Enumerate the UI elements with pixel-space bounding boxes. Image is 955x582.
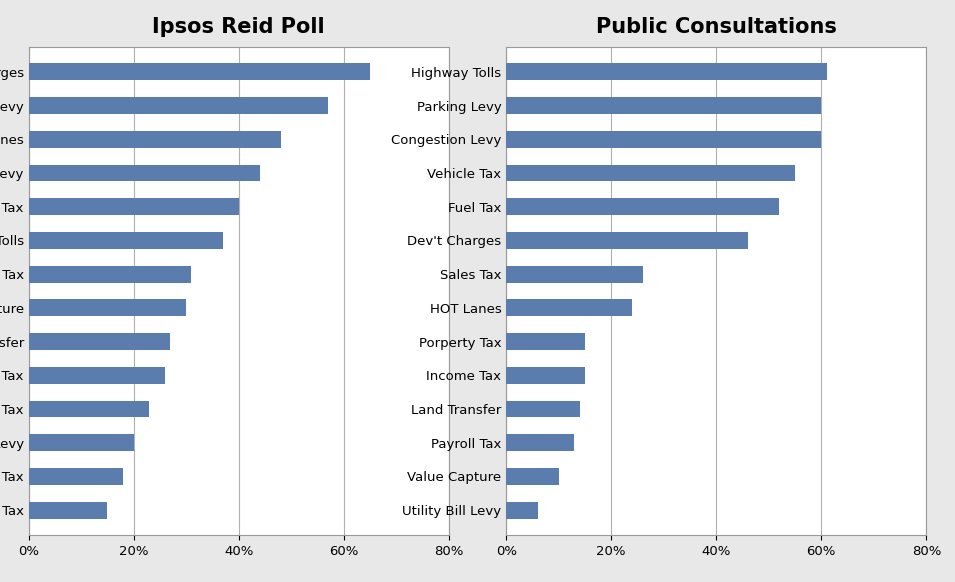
Bar <box>506 333 584 350</box>
Bar <box>29 165 260 182</box>
Bar <box>29 502 107 519</box>
Bar <box>506 400 580 417</box>
Bar <box>506 198 779 215</box>
Bar <box>29 63 370 80</box>
Bar <box>29 198 239 215</box>
Bar <box>506 266 643 283</box>
Bar <box>29 131 281 148</box>
Bar <box>506 468 559 485</box>
Bar <box>29 468 123 485</box>
Bar <box>506 131 821 148</box>
Bar <box>29 266 191 283</box>
Bar <box>29 299 186 316</box>
Bar <box>506 299 632 316</box>
Bar <box>29 400 149 417</box>
Title: Ipsos Reid Poll: Ipsos Reid Poll <box>153 17 325 37</box>
Bar <box>506 367 584 384</box>
Bar <box>506 97 821 114</box>
Bar <box>29 434 134 451</box>
Bar <box>506 165 795 182</box>
Bar <box>29 367 165 384</box>
Bar <box>29 333 170 350</box>
Bar <box>506 232 748 249</box>
Title: Public Consultations: Public Consultations <box>596 17 837 37</box>
Bar <box>29 232 223 249</box>
Bar <box>506 63 826 80</box>
Bar <box>506 502 538 519</box>
Bar <box>506 434 575 451</box>
Bar <box>29 97 328 114</box>
